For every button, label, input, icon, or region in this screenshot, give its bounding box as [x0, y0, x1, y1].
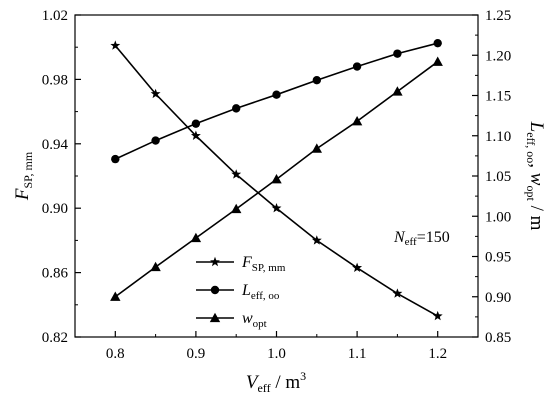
legend: FSP, mm Leff, oo wopt — [196, 254, 286, 330]
right-y-tick-label: 0.90 — [485, 290, 511, 306]
right-y-axis-label: Leff, oo, wopt / m — [524, 121, 547, 231]
right-y-tick-label: 1.10 — [485, 129, 511, 145]
left-y-tick-label: 0.90 — [42, 201, 68, 217]
x-tick-label: 1.1 — [348, 346, 367, 362]
data-point — [190, 130, 201, 140]
right-y-tick-label: 1.00 — [485, 209, 511, 225]
right-y-tick-label: 0.85 — [485, 330, 511, 346]
data-point — [432, 310, 443, 321]
data-point — [352, 62, 362, 71]
data-point — [150, 88, 161, 99]
x-axis: 0.8 0.9 1.0 1.1 1.2 — [106, 331, 447, 362]
data-point — [351, 116, 363, 126]
data-point — [311, 143, 322, 153]
data-point — [231, 203, 242, 214]
x-tick-label: 0.9 — [187, 346, 206, 362]
data-point — [232, 104, 241, 113]
annotation-n-eff: Neff=150 — [393, 229, 450, 248]
data-point — [271, 203, 282, 213]
data-point — [190, 232, 202, 243]
right-y-tick-label: 0.95 — [485, 250, 511, 266]
series-triangle — [110, 56, 443, 301]
x-tick-label: 1.2 — [428, 346, 447, 362]
data-point — [271, 174, 282, 184]
left-y-axis-label: FSP, mm — [12, 151, 35, 201]
x-tick-label: 1.0 — [267, 346, 286, 362]
right-y-tick-label: 1.25 — [485, 8, 511, 24]
data-point — [311, 235, 322, 245]
legend-marker — [210, 256, 220, 267]
series-star — [110, 40, 443, 321]
data-point — [432, 56, 443, 66]
data-point — [272, 90, 281, 99]
series-layer — [110, 38, 443, 321]
right-y-tick-label: 1.05 — [485, 169, 511, 185]
x-tick-label: 0.8 — [106, 346, 125, 362]
left-y-tick-label: 0.82 — [42, 330, 68, 346]
left-y-tick-label: 0.86 — [42, 266, 69, 282]
left-y-tick-label: 0.98 — [42, 72, 68, 88]
right-y-axis: 0.85 0.90 0.95 1.00 1.05 1.10 1.15 1.20 1.25 — [472, 8, 511, 346]
series-circle — [111, 38, 442, 164]
data-point — [110, 40, 121, 50]
data-point — [393, 49, 402, 58]
data-point — [433, 38, 442, 48]
data-point — [191, 119, 201, 128]
right-y-tick-label: 1.20 — [485, 48, 511, 64]
legend-marker — [209, 312, 221, 323]
legend-marker — [210, 285, 220, 295]
data-point — [111, 154, 120, 164]
left-y-tick-label: 1.02 — [42, 8, 68, 24]
right-y-tick-label: 1.15 — [485, 89, 511, 105]
legend-label: Leff, oo — [241, 282, 280, 302]
x-axis-label: Veff / m3 — [246, 369, 306, 395]
data-point — [151, 136, 160, 145]
data-point — [392, 288, 403, 298]
data-point — [150, 261, 161, 272]
legend-item: wopt — [196, 310, 267, 330]
legend-label: FSP, mm — [241, 254, 286, 274]
legend-label: wopt — [242, 310, 267, 330]
left-y-axis: 0.82 0.86 0.90 0.94 0.98 1.02 — [42, 8, 81, 346]
data-point — [231, 169, 242, 179]
legend-item: FSP, mm — [196, 254, 286, 274]
data-point — [312, 76, 321, 85]
legend-item: Leff, oo — [196, 282, 280, 302]
data-point — [110, 291, 121, 301]
data-point — [392, 86, 403, 96]
left-y-tick-label: 0.94 — [42, 137, 69, 153]
data-point — [352, 262, 363, 272]
